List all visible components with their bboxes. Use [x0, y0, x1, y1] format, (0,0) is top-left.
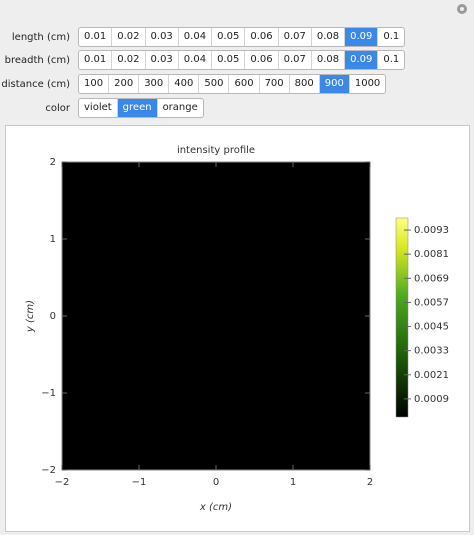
colorbar-tick-label: 0.0045 [414, 322, 449, 333]
option-button[interactable]: 100 [79, 75, 110, 93]
option-button[interactable]: 0.01 [79, 51, 113, 69]
control-row: distance (cm) 100 200 300 400 500 600 700 800 900… [0, 74, 387, 94]
option-button[interactable]: 0.08 [312, 28, 346, 46]
x-axis-label: x (cm) [199, 502, 232, 513]
option-button[interactable]: green [117, 99, 158, 117]
option-button[interactable]: 0.09 [345, 51, 379, 69]
option-button[interactable]: 0.05 [212, 51, 246, 69]
colorbar-tick-label: 0.0009 [414, 394, 449, 405]
plot-title: intensity profile [177, 145, 255, 156]
option-button[interactable]: 0.1 [383, 54, 400, 65]
control-label: distance (cm) [1, 78, 70, 90]
colorbar-tick-label: 0.0033 [414, 346, 449, 357]
option-button[interactable]: 0.07 [279, 28, 312, 46]
option-button[interactable]: 300 [139, 75, 170, 93]
y-tick-label: −2 [41, 465, 56, 476]
option-button[interactable]: 200 [109, 75, 140, 93]
x-tick-label: 0 [213, 477, 219, 488]
gear-icon[interactable] [455, 2, 469, 16]
control-row: color violet green orange [0, 98, 204, 118]
option-button[interactable]: 0.01 [79, 28, 113, 46]
option-button[interactable]: 1000 [354, 78, 381, 89]
colorbar-tick-label: 0.0057 [414, 297, 449, 308]
option-button[interactable]: 0.04 [179, 51, 213, 69]
option-button[interactable]: 0.02 [112, 28, 146, 46]
control-label: length (cm) [11, 31, 70, 43]
option-button[interactable]: 400 [169, 75, 200, 93]
option-group: 0.01 0.02 0.03 0.04 0.05 0.06 0.07 0.08 0.09 0.1 [78, 27, 406, 47]
option-group: violet green orange [78, 98, 204, 118]
y-tick-label: 2 [50, 157, 56, 168]
y-tick-label: −1 [41, 388, 56, 399]
option-button[interactable]: orange [162, 102, 198, 113]
option-button[interactable]: 600 [229, 75, 260, 93]
colorbar-tick-label: 0.0093 [414, 225, 449, 236]
colorbar-tick-label: 0.0021 [414, 370, 449, 381]
option-button[interactable]: 800 [290, 75, 320, 93]
y-tick-label: 0 [50, 311, 56, 322]
option-button[interactable]: 700 [260, 75, 290, 93]
option-button[interactable]: 0.08 [312, 51, 346, 69]
x-tick-label: −2 [55, 477, 70, 488]
option-button[interactable]: 0.06 [245, 51, 279, 69]
x-tick-label: 2 [367, 477, 373, 488]
colorbar [395, 217, 409, 418]
colorbar-tick-label: 0.0069 [414, 273, 449, 284]
y-tick-label: 1 [50, 234, 56, 245]
y-axis-label: y (cm) [25, 300, 36, 333]
control-label: color [45, 102, 70, 114]
option-button[interactable]: 0.03 [146, 51, 179, 69]
colorbar-tick-label: 0.0081 [414, 249, 449, 260]
x-tick-label: 1 [290, 477, 296, 488]
option-button[interactable]: violet [79, 99, 118, 117]
option-button[interactable]: 0.06 [245, 28, 279, 46]
plot-background [62, 162, 370, 470]
option-button[interactable]: 0.04 [179, 28, 213, 46]
option-button[interactable]: 0.03 [146, 28, 179, 46]
option-button[interactable]: 900 [319, 75, 350, 93]
x-tick-label: −1 [132, 477, 147, 488]
control-row: length (cm) 0.01 0.02 0.03 0.04 0.05 0.06 0.07 0… [0, 27, 406, 47]
option-group: 0.01 0.02 0.03 0.04 0.05 0.06 0.07 0.08 0.09 0.1 [78, 50, 406, 70]
control-row: breadth (cm) 0.01 0.02 0.03 0.04 0.05 0.06 0.07… [0, 50, 406, 70]
option-button[interactable]: 0.02 [112, 51, 146, 69]
option-button[interactable]: 500 [199, 75, 230, 93]
option-button[interactable]: 0.09 [345, 28, 379, 46]
control-label: breadth (cm) [4, 54, 70, 66]
option-button[interactable]: 0.1 [383, 31, 400, 42]
option-button[interactable]: 0.07 [279, 51, 312, 69]
option-button[interactable]: 0.05 [212, 28, 246, 46]
option-group: 100 200 300 400 500 600 700 800 900 1000 [78, 74, 387, 94]
